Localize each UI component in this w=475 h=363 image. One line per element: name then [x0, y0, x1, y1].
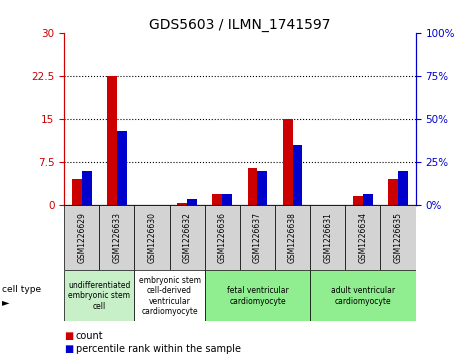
Text: GSM1226638: GSM1226638	[288, 212, 297, 263]
Bar	[117, 131, 127, 205]
Bar	[99, 205, 134, 270]
Bar	[310, 270, 416, 321]
Bar	[247, 168, 257, 205]
Bar	[205, 205, 240, 270]
Bar	[222, 194, 232, 205]
Bar	[310, 205, 345, 270]
Bar	[64, 270, 134, 321]
Bar	[170, 205, 205, 270]
Bar	[134, 270, 205, 321]
Text: ■: ■	[64, 344, 73, 354]
Bar	[398, 171, 408, 205]
Bar	[275, 205, 310, 270]
Bar	[345, 205, 380, 270]
Bar	[72, 179, 82, 205]
Bar	[64, 205, 99, 270]
Text: GSM1226635: GSM1226635	[394, 212, 402, 263]
Text: ►: ►	[2, 297, 10, 307]
Text: GSM1226630: GSM1226630	[148, 212, 156, 263]
Title: GDS5603 / ILMN_1741597: GDS5603 / ILMN_1741597	[149, 18, 331, 32]
Text: GSM1226633: GSM1226633	[113, 212, 121, 263]
Text: GSM1226632: GSM1226632	[183, 212, 191, 263]
Text: embryonic stem
cell-derived
ventricular
cardiomyocyte: embryonic stem cell-derived ventricular …	[139, 276, 200, 316]
Bar	[240, 205, 275, 270]
Bar	[257, 171, 267, 205]
Bar	[107, 76, 117, 205]
Text: GSM1226634: GSM1226634	[359, 212, 367, 263]
Bar	[82, 171, 92, 205]
Bar	[283, 119, 293, 205]
Bar	[134, 205, 170, 270]
Text: GSM1226629: GSM1226629	[77, 212, 86, 263]
Text: count: count	[76, 331, 104, 341]
Text: fetal ventricular
cardiomyocyte: fetal ventricular cardiomyocyte	[227, 286, 288, 306]
Bar	[380, 205, 416, 270]
Text: GSM1226636: GSM1226636	[218, 212, 227, 263]
Text: ■: ■	[64, 331, 73, 341]
Text: undifferentiated
embryonic stem
cell: undifferentiated embryonic stem cell	[68, 281, 131, 311]
Text: cell type: cell type	[2, 285, 41, 294]
Bar	[363, 194, 373, 205]
Bar	[187, 199, 197, 205]
Bar	[177, 203, 187, 205]
Bar	[388, 179, 398, 205]
Bar	[212, 193, 222, 205]
Text: adult ventricular
cardiomyocyte: adult ventricular cardiomyocyte	[331, 286, 395, 306]
Bar	[353, 196, 363, 205]
Bar	[293, 145, 303, 205]
Text: GSM1226637: GSM1226637	[253, 212, 262, 263]
Bar	[205, 270, 310, 321]
Text: percentile rank within the sample: percentile rank within the sample	[76, 344, 241, 354]
Text: GSM1226631: GSM1226631	[323, 212, 332, 263]
